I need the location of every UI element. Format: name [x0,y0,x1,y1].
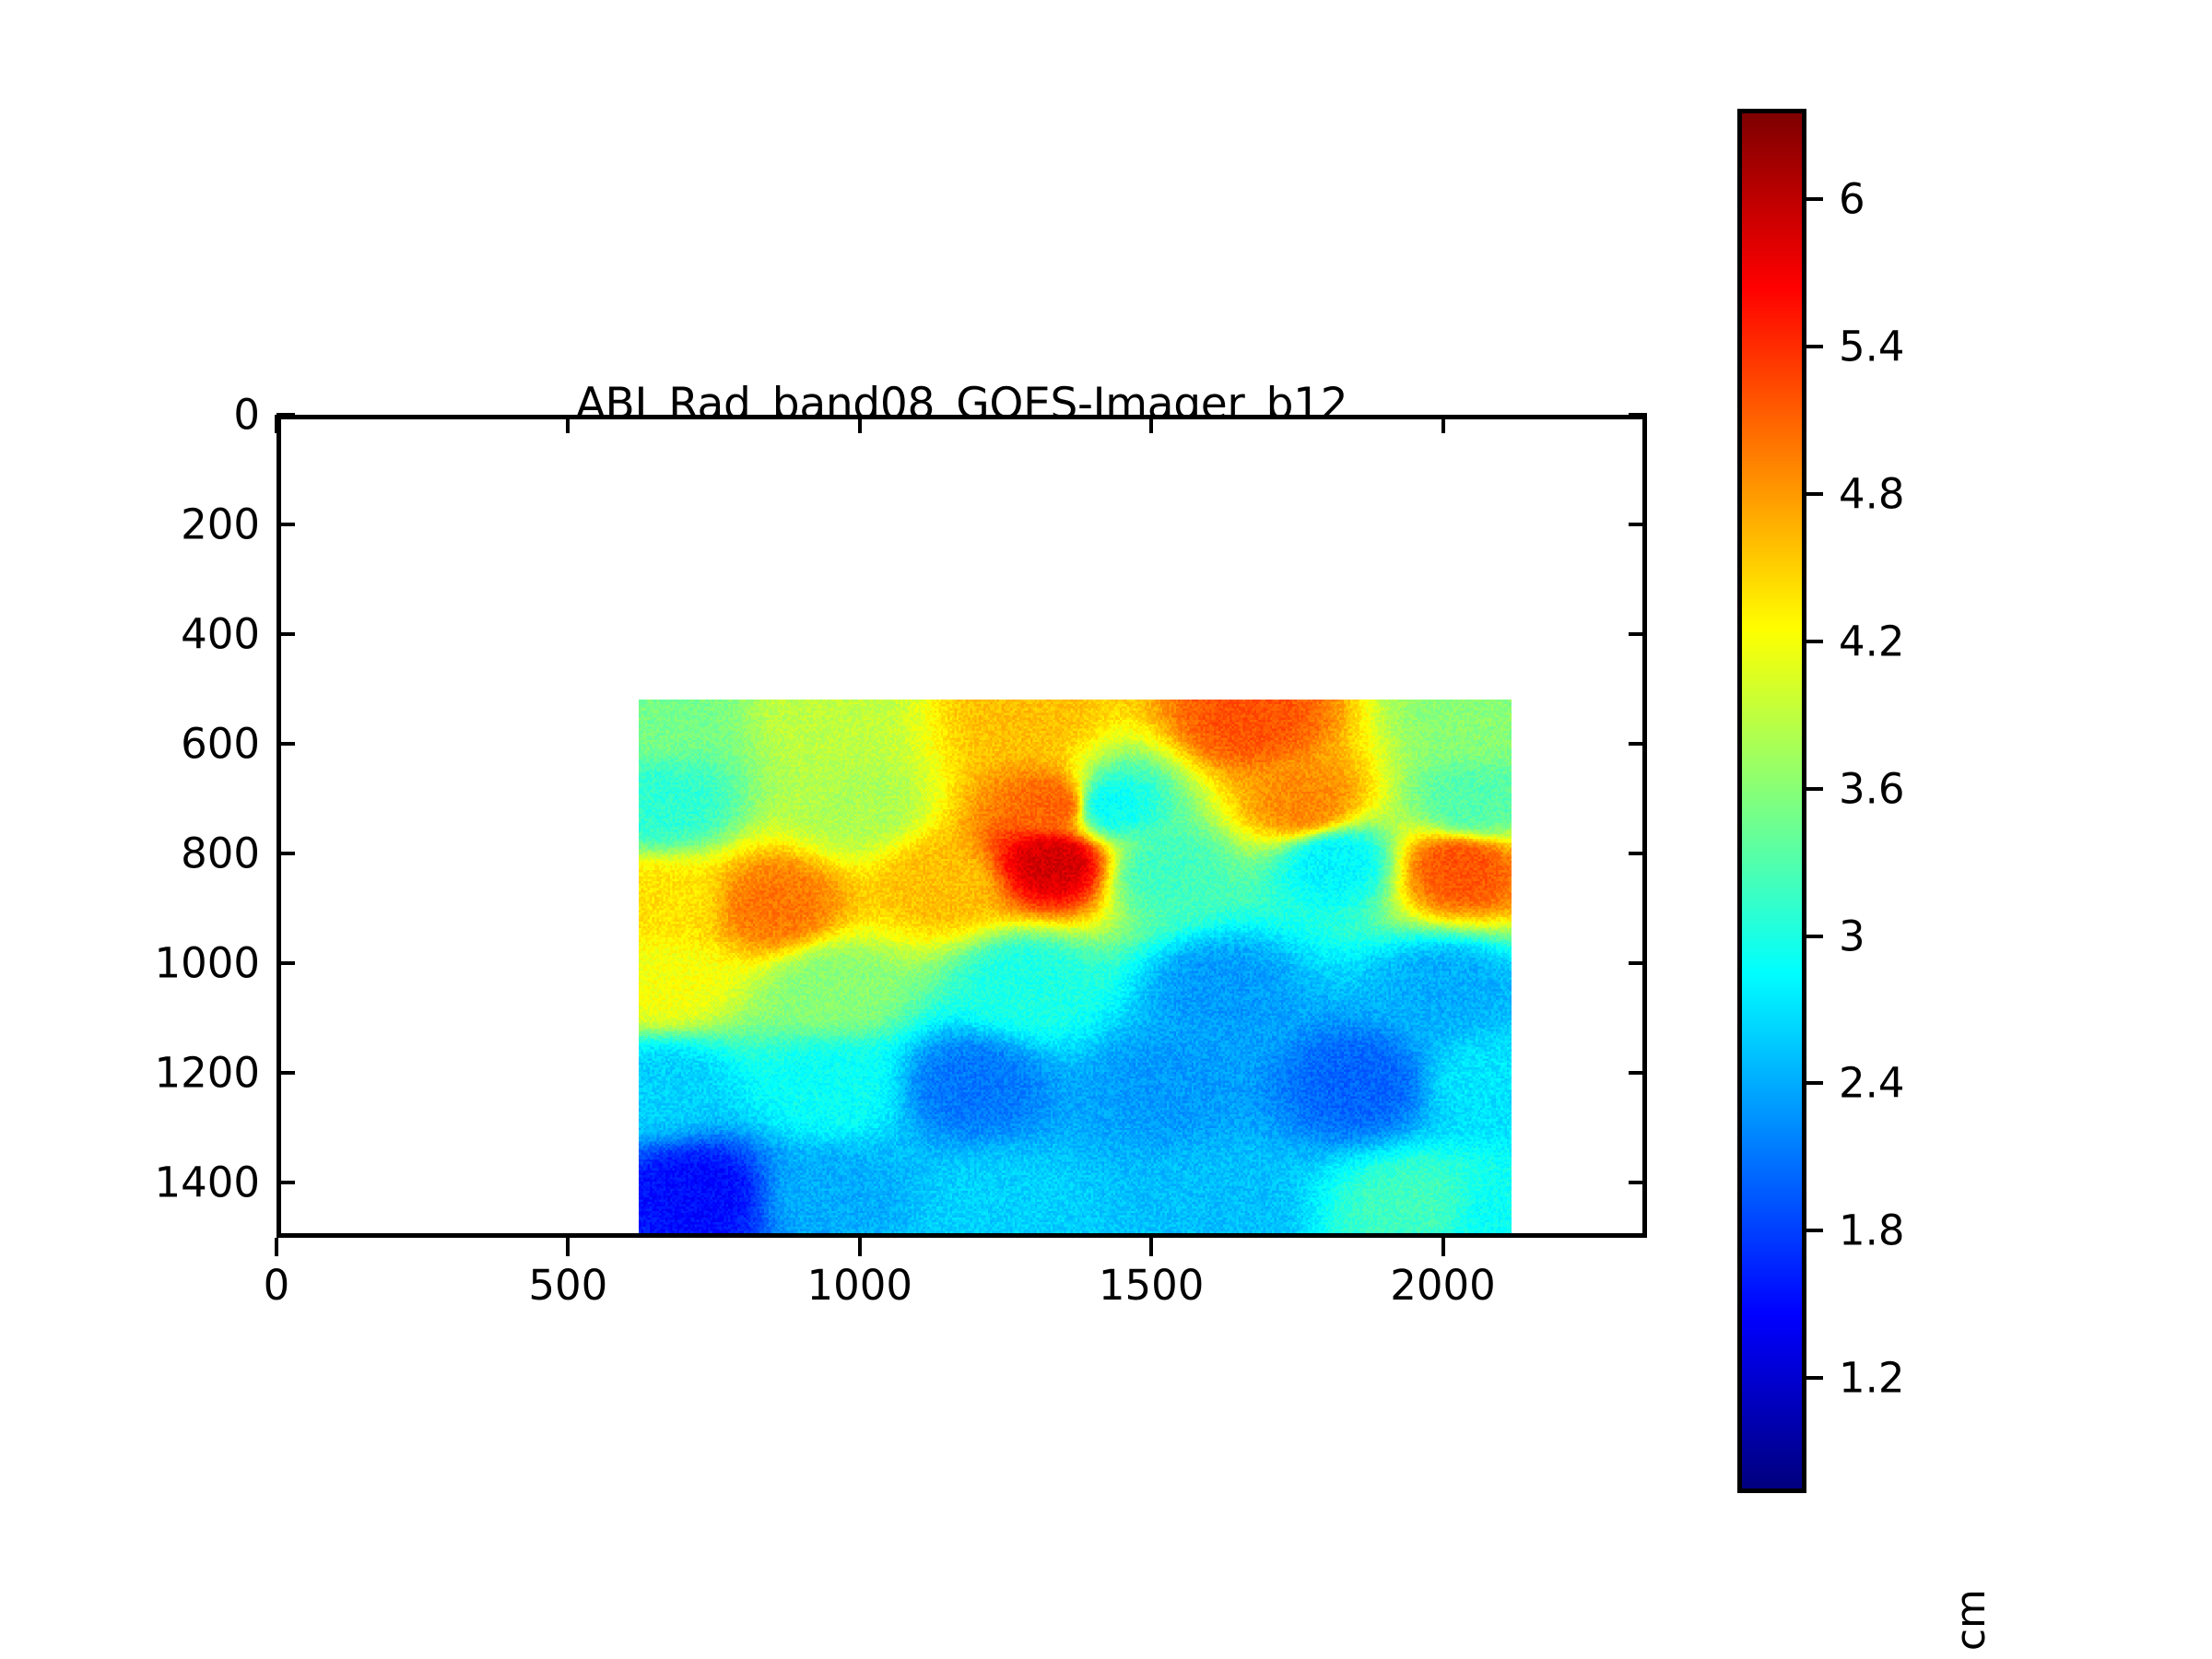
y-tick-mark [276,1181,295,1185]
y-tick-label: 800 [181,829,260,878]
y-tick-mark-right [1629,852,1647,856]
y-tick-mark [276,852,295,856]
x-tick-label: 1000 [806,1261,913,1310]
x-tick-mark [275,1238,278,1256]
colorbar-tick-label: 1.2 [1839,1353,1905,1403]
colorbar-axis-title: milliWatts per meter squared per steradi… [1903,109,1994,1659]
y-tick-mark [276,523,295,527]
y-tick-label: 1400 [154,1158,260,1207]
x-tick-mark-top [857,415,862,433]
y-tick-mark-right [1629,1181,1647,1185]
y-tick-mark [276,632,295,637]
y-tick-mark-right [1629,632,1647,637]
x-tick-mark-top [275,415,278,433]
y-tick-label: 600 [181,719,260,769]
x-tick-mark-top [1149,415,1154,433]
y-tick-label: 200 [181,500,260,549]
colorbar-tick-label: 1.8 [1839,1206,1905,1255]
y-tick-mark [276,742,295,747]
y-tick-mark [276,413,295,417]
y-tick-mark-right [1629,1071,1647,1076]
colorbar-tick-mark [1806,197,1823,202]
colorbar-tick-mark [1806,1229,1823,1233]
y-tick-label: 1200 [154,1048,260,1098]
y-tick-label: 0 [233,390,260,440]
y-tick-label: 1000 [154,938,260,988]
colorbar-tick-mark [1806,934,1823,938]
colorbar-tick-mark [1806,1376,1823,1381]
x-tick-label: 1500 [1098,1261,1205,1310]
colorbar-tick-label: 3 [1839,912,1865,961]
x-tick-mark [857,1238,862,1256]
y-tick-mark-right [1629,742,1647,747]
colorbar-tick-label: 3.6 [1839,764,1905,814]
heatmap-image [639,700,1512,1233]
colorbar-tick-label: 2.4 [1839,1058,1905,1108]
plot-axes [276,415,1647,1238]
y-tick-label: 400 [181,609,260,659]
y-tick-mark-right [1629,413,1647,417]
colorbar [1737,109,1806,1493]
colorbar-tick-mark [1806,1081,1823,1086]
x-tick-mark-top [566,415,571,433]
x-tick-mark-top [1441,415,1445,433]
y-tick-mark-right [1629,961,1647,966]
x-tick-mark [1149,1238,1154,1256]
x-tick-label: 2000 [1390,1261,1496,1310]
x-tick-mark [1441,1238,1445,1256]
colorbar-tick-mark [1806,639,1823,643]
colorbar-tick-label: 4.8 [1839,469,1905,519]
y-tick-mark-right [1629,523,1647,527]
colorbar-label-text: milliWatts per meter squared per steradi… [1947,1493,1994,1659]
colorbar-tick-label: 5.4 [1839,322,1905,371]
x-tick-label: 0 [263,1261,290,1310]
y-tick-mark [276,1071,295,1076]
colorbar-tick-label: 6 [1839,174,1865,224]
colorbar-tick-mark [1806,491,1823,496]
x-tick-label: 500 [528,1261,608,1310]
colorbar-tick-mark [1806,786,1823,791]
y-tick-mark [276,961,295,966]
colorbar-tick-label: 4.2 [1839,617,1905,666]
colorbar-tick-mark [1806,345,1823,349]
x-tick-mark [566,1238,571,1256]
